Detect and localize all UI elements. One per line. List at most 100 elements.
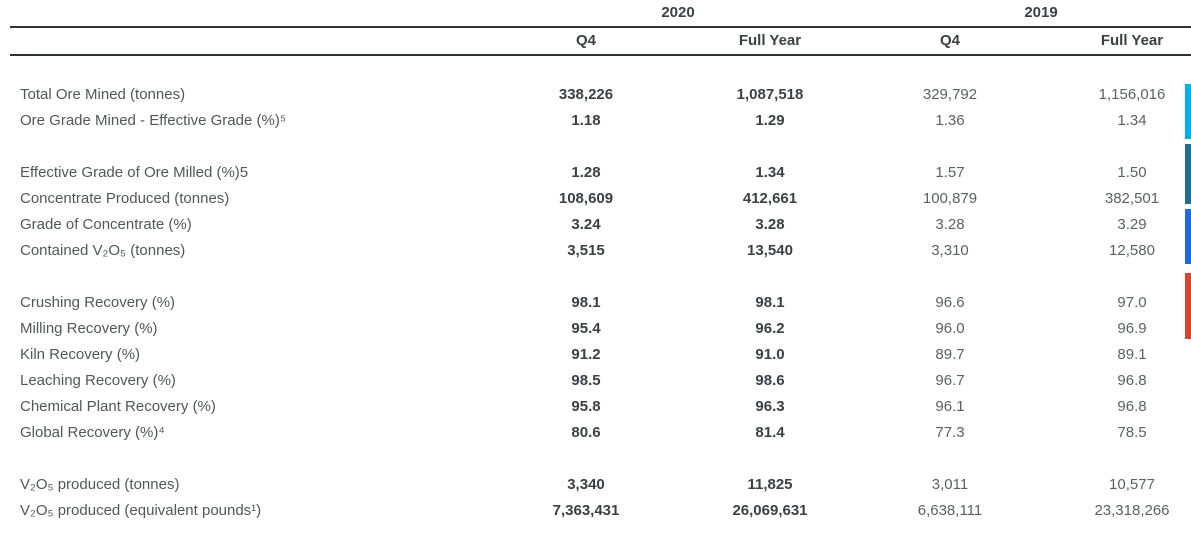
table-row: Ore Grade Mined - Effective Grade (%)⁵ 1.… [10, 108, 1191, 134]
row-label: Ore Grade Mined - Effective Grade (%)⁵ [20, 112, 287, 129]
value-cell: 1.50 [1117, 164, 1147, 181]
value-cell: 1.18 [571, 112, 601, 129]
spacer-row [10, 264, 1191, 290]
teal-highlight-marker [1185, 144, 1191, 204]
row-label: Effective Grade of Ore Milled (%)5 [20, 164, 249, 181]
value-cell: 78.5 [1117, 424, 1147, 441]
value-cell: 1.36 [935, 112, 965, 129]
table-row: Kiln Recovery (%) 91.2 91.0 89.7 89.1 [10, 342, 1191, 368]
value-cell: 1,087,518 [736, 86, 804, 103]
value-cell: 10,577 [1109, 476, 1155, 493]
value-cell: 13,540 [747, 242, 793, 259]
value-cell: 95.8 [571, 398, 601, 415]
production-results-table: 2020 2019 Q4 Full Year Q4 Full Year Tota… [10, 0, 1191, 524]
red-highlight-marker [1185, 273, 1191, 339]
value-cell: 3.24 [571, 216, 601, 233]
value-cell: 98.6 [755, 372, 785, 389]
value-cell: 96.8 [1117, 398, 1147, 415]
table-row: Contained V₂O₅ (tonnes) 3,515 13,540 3,310 1… [10, 238, 1191, 264]
value-cell: 3,515 [567, 242, 605, 259]
value-cell: 96.3 [755, 398, 785, 415]
value-cell: 100,879 [922, 190, 978, 207]
value-cell: 96.8 [1117, 372, 1147, 389]
value-cell: 23,318,266 [1094, 502, 1170, 519]
blue-highlight-marker [1185, 209, 1191, 264]
value-cell: 89.7 [935, 346, 965, 363]
value-cell: 3,310 [931, 242, 969, 259]
table-row: Effective Grade of Ore Milled (%)5 1.28 1.… [10, 160, 1191, 186]
year-header-row: 2020 2019 [10, 0, 1191, 28]
table-row: Total Ore Mined (tonnes) 338,226 1,087,518… [10, 82, 1191, 108]
value-cell: 108,609 [558, 190, 614, 207]
value-cell: 12,580 [1109, 242, 1155, 259]
value-cell: 382,501 [1104, 190, 1160, 207]
value-cell: 1.57 [935, 164, 965, 181]
row-label: Leaching Recovery (%) [20, 372, 176, 389]
table-row: Grade of Concentrate (%) 3.24 3.28 3.28 3.29 [10, 212, 1191, 238]
row-label: Crushing Recovery (%) [20, 294, 176, 311]
value-cell: 3,340 [567, 476, 605, 493]
value-cell: 329,792 [922, 86, 978, 103]
value-cell: 412,661 [742, 190, 798, 207]
value-cell: 91.0 [755, 346, 785, 363]
value-cell: 1.28 [571, 164, 601, 181]
value-cell: 1,156,016 [1098, 86, 1166, 103]
table-row: V₂O₅ produced (tonnes) 3,340 11,825 3,011 10… [10, 472, 1191, 498]
table-row: Crushing Recovery (%) 98.1 98.1 96.6 97.0 [10, 290, 1191, 316]
value-cell: 96.9 [1117, 320, 1147, 337]
row-label: Kiln Recovery (%) [20, 346, 141, 363]
table-row: Concentrate Produced (tonnes) 108,609 412,… [10, 186, 1191, 212]
year-header-2019: 2019 [862, 0, 1191, 28]
period-header-row: Q4 Full Year Q4 Full Year [10, 27, 1191, 56]
value-cell: 95.4 [571, 320, 601, 337]
value-cell: 96.7 [935, 372, 965, 389]
value-cell: 98.5 [571, 372, 601, 389]
table-row: Milling Recovery (%) 95.4 96.2 96.0 96.9 [10, 316, 1191, 342]
value-cell: 1.34 [1117, 112, 1147, 129]
value-cell: 89.1 [1117, 346, 1147, 363]
row-label: Chemical Plant Recovery (%) [20, 398, 216, 415]
value-cell: 3.28 [935, 216, 965, 233]
row-label: Grade of Concentrate (%) [20, 216, 192, 233]
value-cell: 3,011 [931, 476, 969, 493]
row-label: Contained V₂O₅ (tonnes) [20, 242, 186, 259]
period-header-spacer [10, 27, 494, 56]
value-cell: 6,638,111 [917, 502, 983, 519]
value-cell: 11,825 [747, 476, 793, 493]
spacer-row [10, 55, 1191, 82]
period-header-fullyear-2019: Full Year [1038, 27, 1191, 56]
value-cell: 1.29 [755, 112, 785, 129]
table-row: Leaching Recovery (%) 98.5 98.6 96.7 96.8 [10, 368, 1191, 394]
table-row: Global Recovery (%)⁴ 80.6 81.4 77.3 78.5 [10, 420, 1191, 446]
value-cell: 1.34 [755, 164, 785, 181]
table-row: V₂O₅ produced (equivalent pounds¹) 7,363,… [10, 498, 1191, 524]
row-label: V₂O₅ produced (equivalent pounds¹) [20, 502, 262, 519]
value-cell: 96.1 [935, 398, 965, 415]
row-label: Global Recovery (%)⁴ [20, 424, 165, 441]
value-cell: 7,363,431 [552, 502, 620, 519]
value-cell: 81.4 [755, 424, 785, 441]
value-cell: 96.6 [935, 294, 965, 311]
period-header-q4-2020: Q4 [494, 27, 678, 56]
value-cell: 96.0 [935, 320, 965, 337]
spacer-row [10, 446, 1191, 472]
value-cell: 96.2 [755, 320, 785, 337]
value-cell: 80.6 [571, 424, 601, 441]
period-header-q4-2019: Q4 [862, 27, 1038, 56]
value-cell: 338,226 [558, 86, 614, 103]
value-cell: 91.2 [571, 346, 601, 363]
row-label: Milling Recovery (%) [20, 320, 158, 337]
year-header-spacer [10, 0, 494, 28]
row-label: V₂O₅ produced (tonnes) [20, 476, 180, 493]
spacer-row [10, 134, 1191, 160]
value-cell: 98.1 [755, 294, 785, 311]
row-label: Concentrate Produced (tonnes) [20, 190, 230, 207]
table-row: Chemical Plant Recovery (%) 95.8 96.3 96.1 9… [10, 394, 1191, 420]
production-results-table-container: 2020 2019 Q4 Full Year Q4 Full Year Tota… [10, 0, 1191, 524]
cyan-highlight-marker [1185, 84, 1191, 139]
value-cell: 3.28 [755, 216, 785, 233]
row-label: Total Ore Mined (tonnes) [20, 86, 186, 103]
value-cell: 26,069,631 [732, 502, 808, 519]
value-cell: 3.29 [1117, 216, 1147, 233]
